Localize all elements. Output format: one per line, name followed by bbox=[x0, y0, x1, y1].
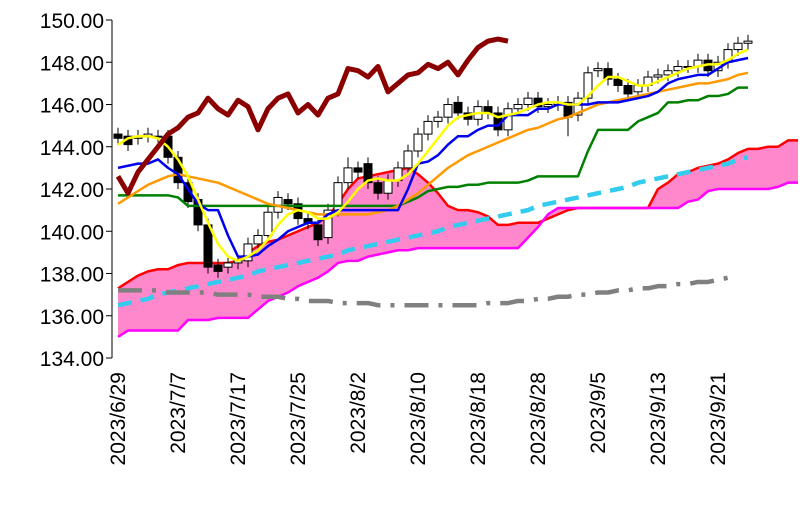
y-tick-label: 150.00 bbox=[40, 10, 104, 33]
candle-body bbox=[433, 116, 443, 122]
line bbox=[117, 48, 749, 263]
candle-body bbox=[523, 97, 533, 105]
candle-body bbox=[743, 40, 753, 44]
line bbox=[117, 56, 749, 258]
candle-body bbox=[413, 133, 423, 152]
candle-body bbox=[323, 209, 333, 239]
candle-body bbox=[243, 243, 253, 262]
x-tick-label: 2023/8/10 bbox=[407, 372, 430, 465]
candle-body bbox=[423, 120, 433, 135]
line bbox=[117, 155, 749, 308]
candle-body bbox=[593, 68, 603, 72]
candle-body bbox=[263, 211, 273, 236]
candle-body bbox=[443, 104, 453, 118]
line bbox=[117, 181, 798, 338]
candle-body bbox=[543, 104, 553, 108]
candle-body bbox=[403, 150, 413, 169]
candle-body bbox=[673, 65, 683, 72]
line bbox=[115, 36, 509, 196]
candle-body bbox=[223, 262, 233, 268]
y-tick-label: 138.00 bbox=[40, 264, 104, 287]
x-tick-label: 2023/8/18 bbox=[467, 372, 490, 465]
candle-body bbox=[583, 72, 593, 99]
x-tick-label: 2023/7/7 bbox=[167, 372, 190, 454]
y-tick-label: 146.00 bbox=[40, 95, 104, 118]
x-tick-label: 2023/9/21 bbox=[707, 372, 730, 465]
x-tick-label: 2023/8/2 bbox=[347, 372, 370, 454]
candle-body bbox=[373, 182, 383, 194]
line bbox=[118, 275, 729, 308]
y-tick-label: 148.00 bbox=[40, 52, 104, 75]
candle-body bbox=[623, 84, 633, 95]
x-tick-label: 2023/7/17 bbox=[227, 372, 250, 465]
candle-body bbox=[353, 167, 363, 173]
candle-body bbox=[363, 163, 373, 184]
candle-body bbox=[183, 182, 193, 203]
cloud bbox=[118, 140, 798, 337]
candle-body bbox=[383, 180, 393, 194]
y-tick-label: 144.00 bbox=[40, 137, 104, 160]
x-tick-label: 2023/9/5 bbox=[587, 372, 610, 454]
candle-body bbox=[653, 74, 663, 78]
x-tick-label: 2023/9/13 bbox=[647, 372, 670, 465]
candle-body bbox=[573, 97, 583, 116]
y-tick-label: 134.00 bbox=[40, 348, 104, 371]
line bbox=[117, 71, 749, 216]
candle-body bbox=[113, 133, 123, 139]
candle-body bbox=[513, 104, 523, 110]
candle-body bbox=[213, 264, 223, 272]
x-tick-label: 2023/7/25 bbox=[287, 372, 310, 465]
x-tick-label: 2023/6/29 bbox=[107, 372, 130, 465]
candle-body bbox=[603, 68, 613, 80]
candle-body bbox=[283, 199, 293, 205]
candle-body bbox=[253, 234, 263, 245]
y-tick-label: 136.00 bbox=[40, 306, 104, 329]
candle-body bbox=[733, 42, 743, 51]
y-tick-label: 140.00 bbox=[40, 221, 104, 244]
y-tick-label: 142.00 bbox=[40, 179, 104, 202]
line bbox=[118, 86, 748, 208]
candle-body bbox=[453, 101, 463, 114]
candle-body bbox=[613, 78, 623, 86]
x-tick-label: 2023/8/28 bbox=[527, 372, 550, 465]
candle-body bbox=[313, 224, 323, 241]
candle-body bbox=[173, 156, 183, 184]
candle-body bbox=[663, 70, 673, 76]
candle-body bbox=[343, 167, 353, 184]
